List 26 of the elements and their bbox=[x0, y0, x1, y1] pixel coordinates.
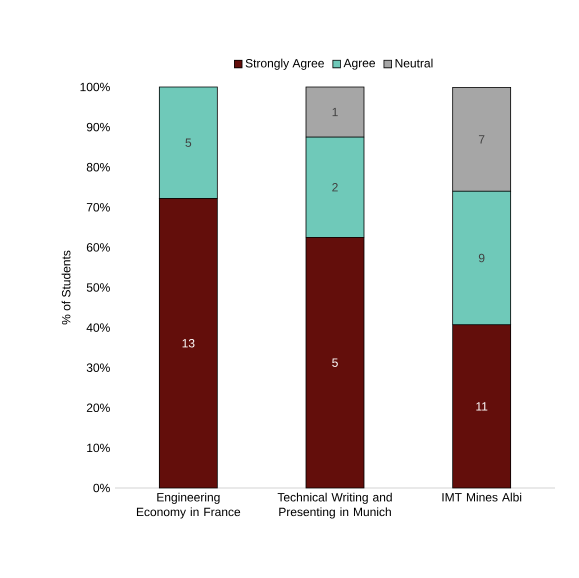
y-tick-label: 40% bbox=[86, 323, 110, 332]
y-tick-label: 60% bbox=[86, 243, 110, 252]
annotation: 13 bbox=[182, 338, 194, 348]
legend-label: Neutral bbox=[396, 58, 432, 68]
y-tick-label: 20% bbox=[86, 404, 110, 412]
annotation: 11 bbox=[476, 402, 488, 411]
annotation: 1 bbox=[332, 108, 338, 116]
y-tick-label: 100% bbox=[80, 82, 110, 92]
x-tick-label: IMT Mines Albi bbox=[442, 492, 522, 502]
legend-label: Agree bbox=[344, 58, 376, 70]
annotation: 5 bbox=[185, 138, 192, 147]
annotation: 2 bbox=[332, 183, 338, 192]
x-tick-label: Technical Writing and Presenting in Munich bbox=[278, 492, 392, 519]
y-tick-label: 30% bbox=[86, 363, 110, 372]
annotation: 7 bbox=[478, 135, 484, 144]
y-tick-label: 10% bbox=[87, 444, 110, 452]
y-tick-label: 90% bbox=[86, 122, 110, 132]
legend-label: Strongly Agree bbox=[246, 58, 324, 70]
y-tick-label: 50% bbox=[86, 283, 110, 292]
y-tick-label: 70% bbox=[86, 203, 110, 212]
x-tick-label: Engineering Economy in France bbox=[136, 492, 240, 519]
y-tick-label: 80% bbox=[86, 162, 110, 172]
y-tick-label: 0% bbox=[93, 484, 110, 492]
y-axis-title: % of Students bbox=[62, 250, 70, 324]
annotation: 5 bbox=[332, 358, 338, 367]
annotation: 9 bbox=[478, 254, 484, 262]
